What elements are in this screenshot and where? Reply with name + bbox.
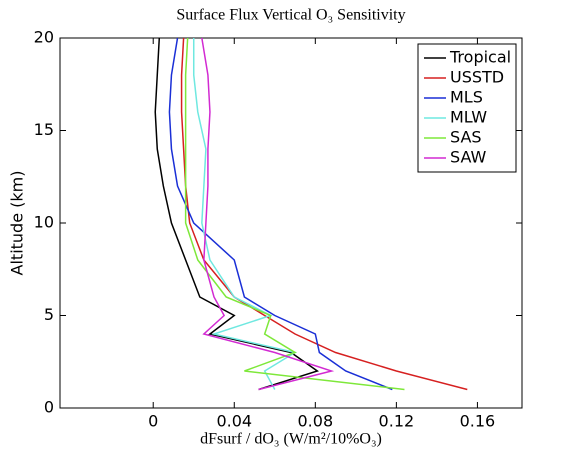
legend-label: SAW (450, 148, 487, 167)
y-tick-label: 0 (44, 398, 54, 417)
data-line (201, 37, 335, 391)
legend-label: MLS (450, 88, 483, 107)
legend-label: USSTD (450, 68, 504, 87)
x-tick-label: 0.04 (216, 412, 252, 431)
y-tick-label: 10 (34, 213, 54, 232)
data-line (184, 37, 405, 391)
x-axis-label: dFsurf / dO₃ (W/m²/10%O₃) (200, 431, 382, 448)
x-tick-label: 0.12 (379, 412, 415, 431)
y-axis-label: Altitude (km) (8, 171, 27, 276)
legend-box (417, 43, 517, 173)
x-tick-label: 0.08 (298, 412, 334, 431)
legend-label: SAS (450, 128, 482, 147)
y-tick-label: 20 (34, 28, 54, 47)
y-tick-label: 15 (34, 120, 54, 139)
x-tick-label: 0.16 (460, 412, 496, 431)
data-line (168, 37, 393, 391)
x-tick-label: 0 (148, 412, 158, 431)
chart-title: Surface Flux Vertical O₃ Sensitivity (176, 7, 405, 24)
legend-label: Tropical (449, 48, 511, 67)
y-tick-label: 5 (44, 305, 54, 324)
data-line (154, 37, 320, 391)
legend-label: MLW (450, 108, 487, 127)
